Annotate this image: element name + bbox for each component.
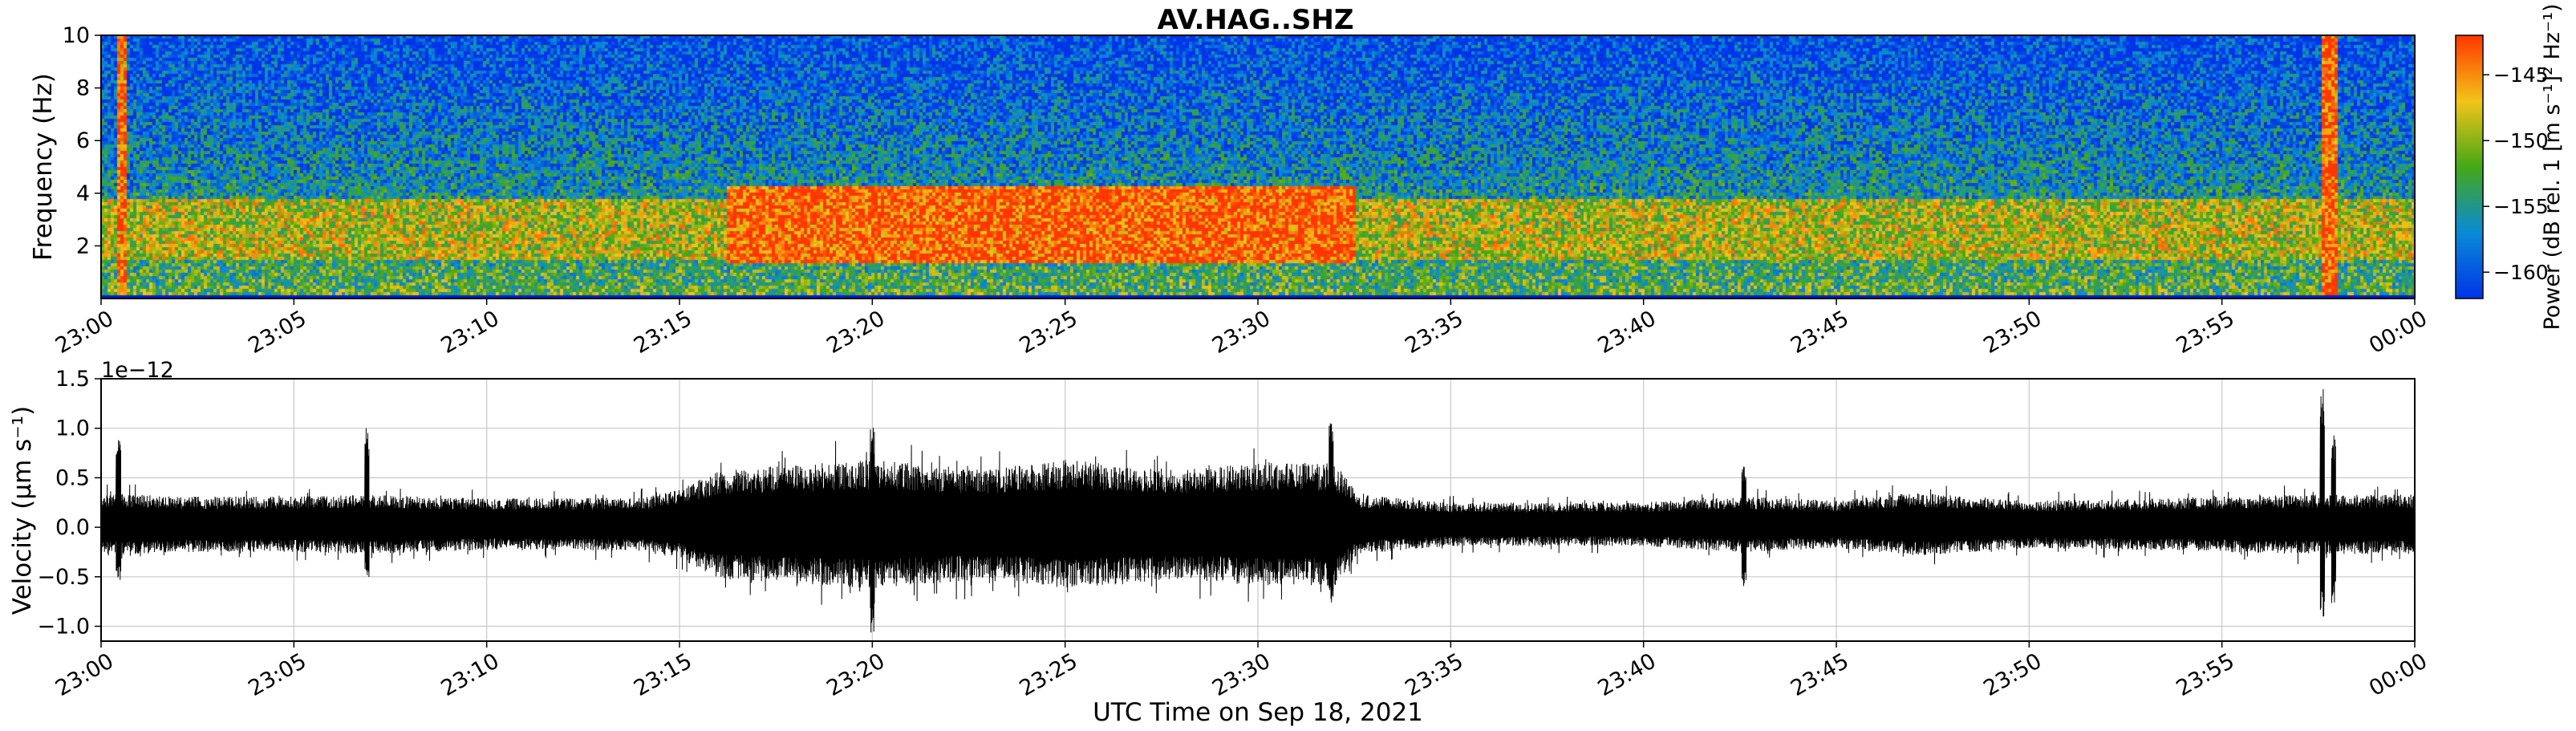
y-tick-label: −1.0 [37,614,90,639]
colorbar-label: Power (dB rel. 1 [m s⁻¹]² Hz⁻¹) [2540,3,2565,330]
x-tick-label: 23:50 [1979,306,2046,359]
x-tick-label: 23:00 [51,648,118,701]
waveform-offset-text: 1e−12 [101,358,174,383]
x-tick-label: 23:45 [1787,306,1853,359]
x-tick-label: 23:05 [244,648,310,701]
x-tick-label: 23:30 [1208,306,1275,359]
waveform-y-ticks: 1.5 1.0 0.5 0.0 −0.5 −1.0 [37,367,101,639]
colorbar-tick-label: −150 [2493,129,2549,152]
x-tick-label: 23:55 [2172,306,2239,359]
x-tick-label: 23:25 [1016,306,1082,359]
colorbar-gradient [2455,35,2484,299]
x-tick-label: 23:30 [1208,648,1275,701]
waveform-x-ticks: 23:00 23:05 23:10 23:15 23:20 23:25 23:30 23:35… [51,641,2432,701]
x-tick-label: 23:15 [630,648,696,701]
y-tick-label: 10 [63,23,90,48]
x-axis-label: UTC Time on Sep 18, 2021 [1093,698,1423,727]
x-tick-label: 23:15 [630,306,696,359]
y-tick-label: 1.5 [55,367,90,392]
colorbar: −145 −150 −155 −160 Power (dB rel. 1 [m s⁻¹… [2455,3,2565,331]
x-tick-label: 23:00 [51,306,118,359]
colorbar-tick-label: −160 [2493,261,2549,284]
x-tick-label: 23:40 [1594,648,1661,701]
colorbar-tick-label: −155 [2493,195,2549,218]
chart-title: AV.HAG..SHZ [1158,4,1354,36]
x-tick-label: 23:05 [244,306,310,359]
y-tick-label: 4 [76,181,90,206]
y-tick-label: 6 [76,128,90,153]
y-tick-label: 8 [76,76,90,101]
x-tick-label: 23:20 [822,648,889,701]
spectrogram-ylabel: Frequency (Hz) [29,73,58,261]
waveform-panel: 1.5 1.0 0.5 0.0 −0.5 −1.0 23:00 23:05 23:10 23:1… [8,358,2432,727]
x-tick-label: 00:00 [2365,306,2432,359]
y-tick-label: 2 [76,234,90,258]
waveform-trace [100,389,2416,633]
y-tick-label: 1.0 [55,416,90,441]
x-tick-label: 00:00 [2365,648,2432,701]
x-tick-label: 23:10 [437,648,504,701]
spectrogram-image [101,35,2415,298]
x-tick-label: 23:55 [2172,648,2239,701]
spectrogram-y-ticks: 2 4 6 8 10 [63,23,101,258]
y-tick-label: 0.5 [55,465,90,490]
x-tick-label: 23:20 [822,306,889,359]
x-tick-label: 23:10 [437,306,504,359]
x-tick-label: 23:25 [1016,648,1082,701]
x-tick-label: 23:50 [1979,648,2046,701]
y-tick-label: 0.0 [55,515,90,540]
x-tick-label: 23:40 [1594,306,1661,359]
x-tick-label: 23:35 [1401,306,1467,359]
colorbar-ticks: −145 −150 −155 −160 [2483,63,2549,284]
x-tick-label: 23:35 [1401,648,1467,701]
spectrogram-x-ticks: 23:00 23:05 23:10 23:15 23:20 23:25 23:30 23:35… [51,298,2432,359]
colorbar-tick-label: −145 [2493,63,2549,87]
waveform-ylabel: Velocity (µm s⁻¹) [8,406,37,615]
y-tick-label: −0.5 [37,565,90,590]
x-tick-label: 23:45 [1787,648,1853,701]
